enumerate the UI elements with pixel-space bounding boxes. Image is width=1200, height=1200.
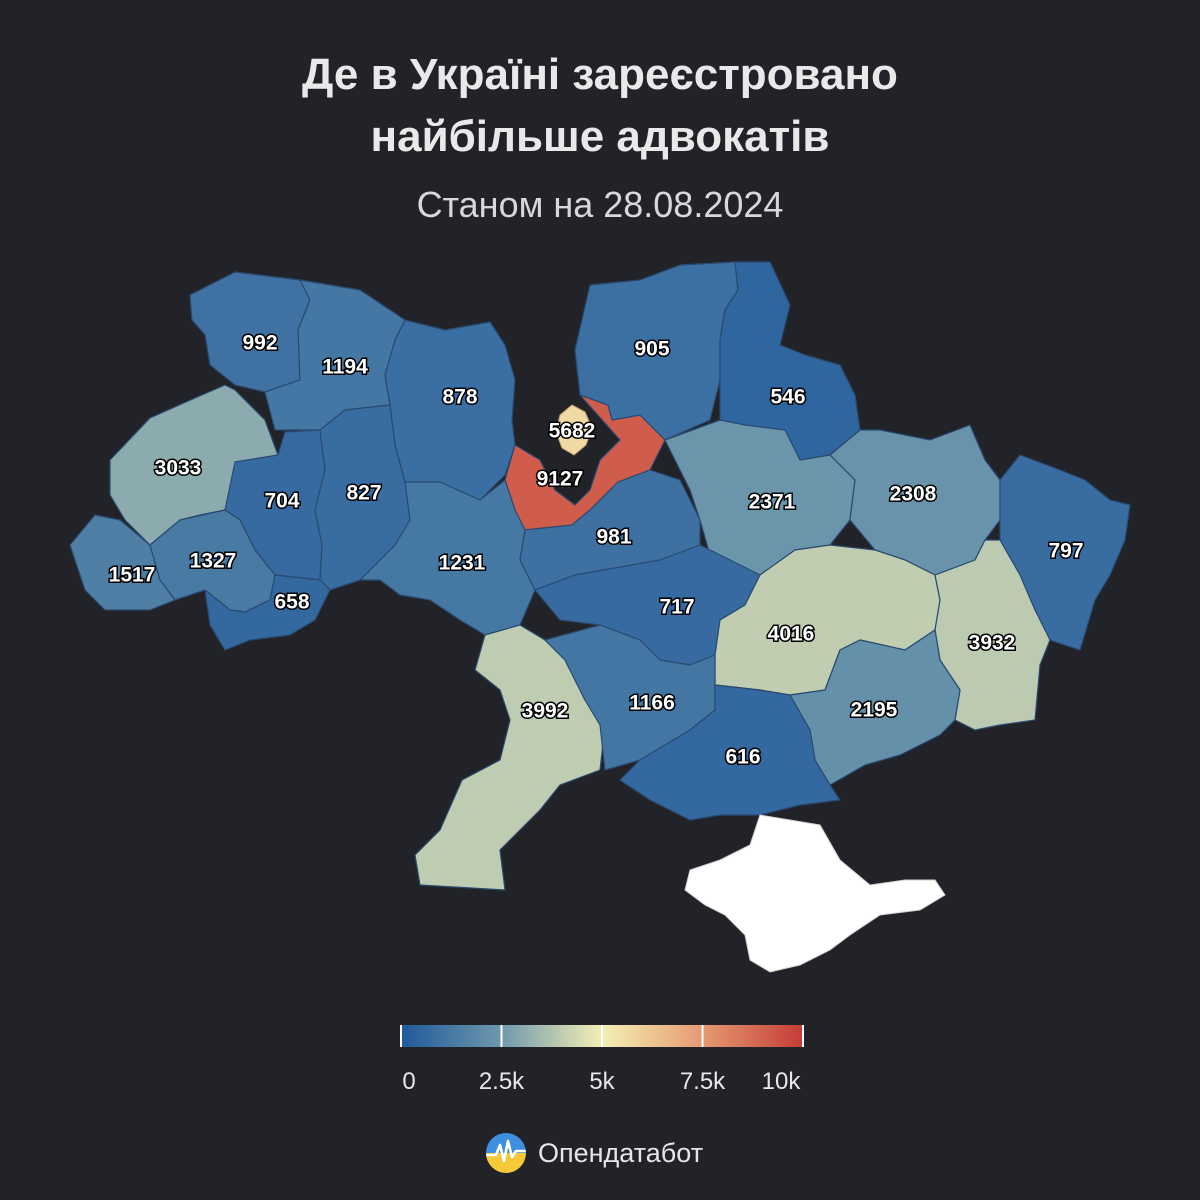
labels-layer: 992 1194 878 5682 9127 905 546 3033 704 827 2371 23…: [107, 330, 1085, 770]
region-value-label: 546: [770, 386, 805, 409]
region-value-label: 1327: [190, 550, 237, 573]
region-value-label: 2195: [851, 699, 898, 722]
region-11: [829, 424, 1001, 576]
opendatabot-logo-icon: [486, 1133, 526, 1173]
region-value-label: 1231: [439, 552, 486, 575]
region-value-label: 1517: [109, 564, 156, 587]
region-value-label: 1194: [322, 356, 368, 379]
region-value-label: 905: [634, 338, 669, 361]
region-value-label: 878: [442, 386, 477, 409]
legend-tick-label: 10k: [762, 1068, 802, 1095]
brand-name: Опендатабот: [538, 1137, 704, 1168]
legend-tick-label: 2.5k: [479, 1068, 525, 1095]
region-value-label: 5682: [549, 420, 596, 443]
region-value-label: 797: [1048, 540, 1083, 563]
region-value-label: 717: [659, 596, 694, 619]
region-value-label: 1166: [629, 692, 675, 715]
legend-tick-label: 5k: [589, 1068, 615, 1095]
legend-ticks: 0 2.5k 5k 7.5k 10k: [400, 1025, 804, 1095]
region-value-label: 827: [346, 482, 381, 505]
region-value-label: 2308: [890, 483, 937, 506]
region-value-label: 3932: [969, 632, 1016, 655]
region-value-label: 704: [264, 490, 299, 513]
legend-tick-label: 7.5k: [680, 1068, 726, 1095]
region-2: [384, 319, 516, 501]
region-value-label: 981: [596, 526, 631, 549]
region-15: [204, 574, 331, 651]
region-kyiv-city: [555, 404, 593, 456]
region-value-label: 3992: [522, 700, 569, 723]
page-subtitle: Станом на 28.08.2024: [416, 184, 784, 225]
brand: Опендатабот: [484, 1130, 703, 1176]
regions-layer: [69, 261, 1131, 891]
crimea-region: [684, 814, 946, 973]
region-value-label: 4016: [768, 623, 815, 646]
region-value-label: 658: [274, 591, 309, 614]
title-line-2: найбільше адвокатів: [370, 112, 830, 161]
page-title: Де в Україні зареєстровано найбільше адв…: [0, 44, 1200, 168]
region-value-label: 992: [242, 332, 277, 355]
region-value-label: 9127: [537, 468, 584, 491]
legend-tick-label: 0: [402, 1068, 415, 1095]
color-legend: 0 2.5k 5k 7.5k 10k: [400, 1025, 804, 1095]
region-value-label: 3033: [155, 457, 202, 480]
title-line-1: Де в Україні зареєстровано: [302, 50, 898, 99]
region-value-label: 616: [725, 746, 760, 769]
region-24: [619, 684, 841, 821]
region-value-label: 2371: [749, 491, 796, 514]
